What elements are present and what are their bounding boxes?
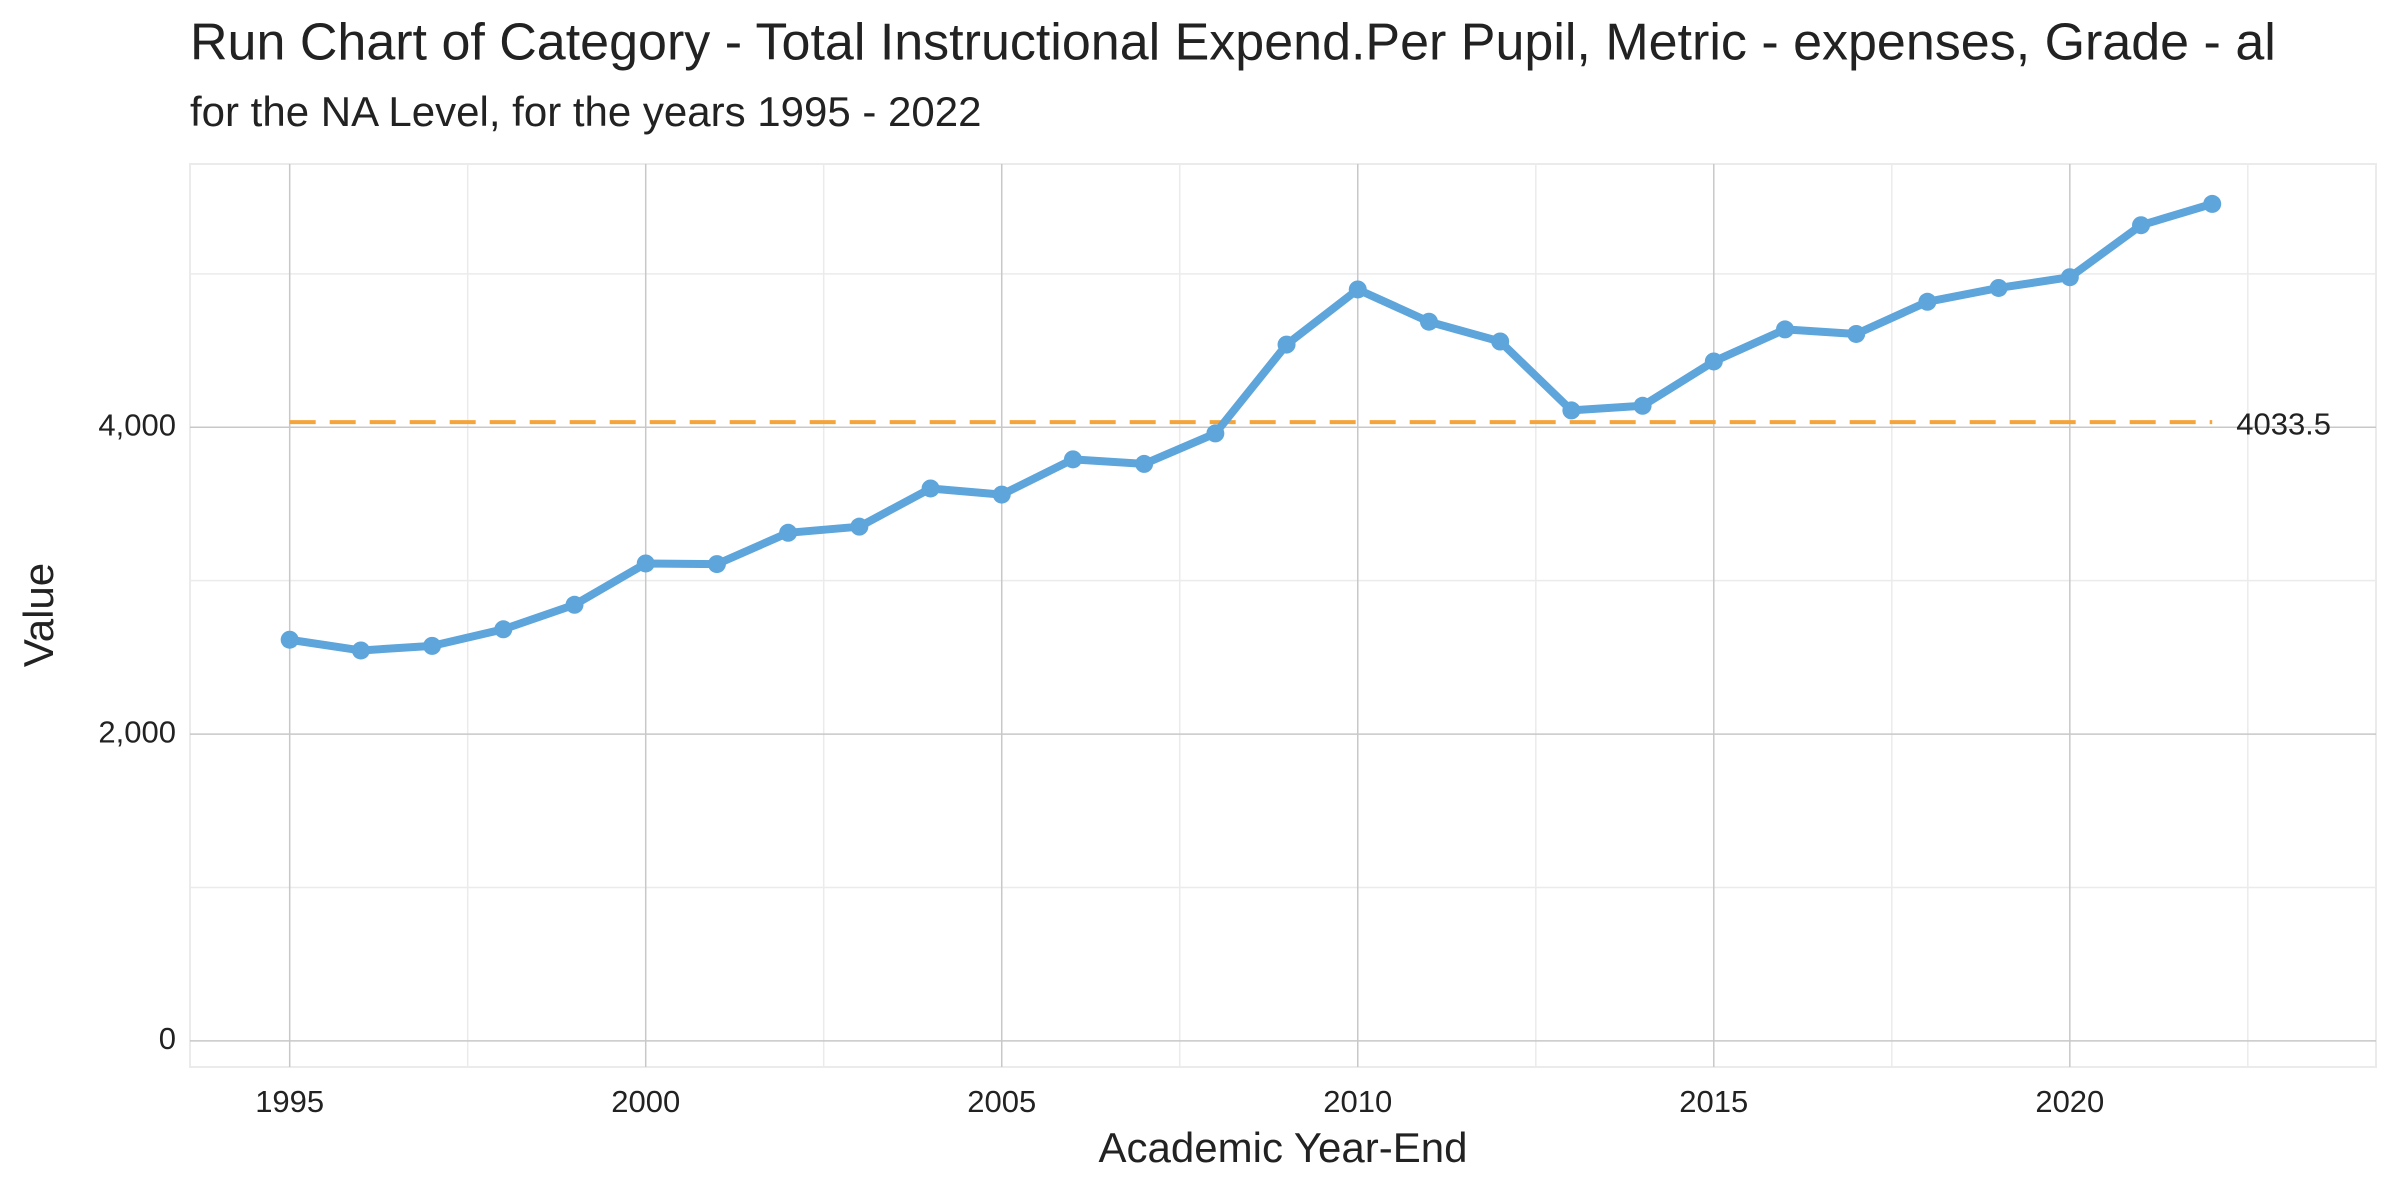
data-point (1277, 335, 1296, 354)
data-point (423, 636, 442, 655)
data-point (1918, 292, 1937, 311)
data-point (1348, 280, 1367, 299)
x-axis-title: Academic Year-End (1099, 1124, 1468, 1171)
data-point (565, 595, 584, 614)
data-point (1419, 312, 1438, 331)
data-point (636, 554, 655, 573)
x-tick-label: 1995 (255, 1084, 324, 1119)
data-point (707, 555, 726, 574)
x-tick-label: 2015 (1679, 1084, 1748, 1119)
y-tick-label: 0 (159, 1021, 176, 1056)
data-point (2060, 268, 2079, 287)
data-point (1989, 278, 2008, 297)
data-point (1775, 320, 1794, 339)
data-point (1847, 324, 1866, 343)
data-point (1063, 450, 1082, 469)
data-point (1633, 396, 1652, 415)
y-tick-label: 2,000 (98, 714, 176, 749)
chart-subtitle: for the NA Level, for the years 1995 - 2… (190, 88, 981, 135)
mean-label: 4033.5 (2236, 406, 2331, 441)
x-tick-label: 2000 (611, 1084, 680, 1119)
plot-panel (189, 163, 2377, 1068)
data-point (351, 641, 370, 660)
chart-title: Run Chart of Category - Total Instructio… (190, 14, 2276, 72)
data-point (494, 620, 513, 639)
y-axis-title: Value (15, 563, 62, 667)
x-tick-label: 2020 (2035, 1084, 2104, 1119)
data-point (779, 523, 798, 542)
data-point (280, 630, 299, 649)
data-point (1206, 424, 1225, 443)
data-point (850, 517, 869, 536)
data-point (1704, 352, 1723, 371)
data-point (921, 479, 940, 498)
data-point (1135, 454, 1154, 473)
data-point (2132, 216, 2151, 235)
data-point (992, 485, 1011, 504)
data-point (2203, 194, 2222, 213)
data-point (1491, 332, 1510, 351)
y-tick-label: 4,000 (98, 407, 176, 442)
x-tick-label: 2010 (1323, 1084, 1392, 1119)
series-line (289, 200, 2214, 655)
x-tick-label: 2005 (967, 1084, 1036, 1119)
data-point (1562, 401, 1581, 420)
